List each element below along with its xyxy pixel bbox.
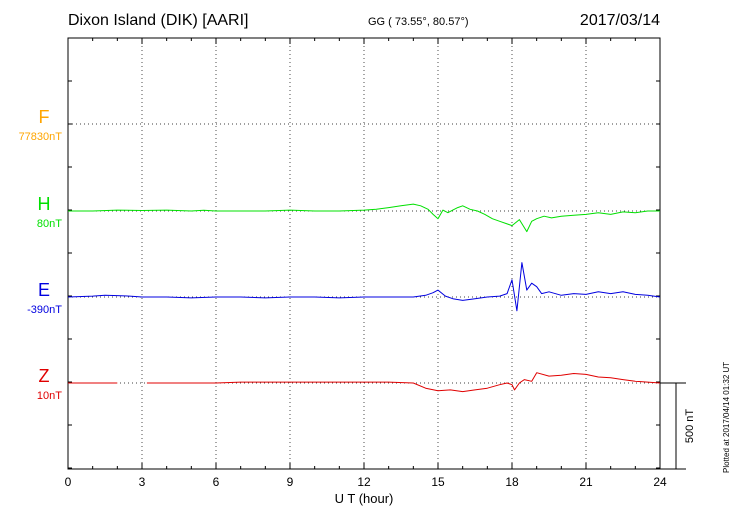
- trace-e: [67, 262, 661, 312]
- x-tick-label: 12: [357, 475, 371, 489]
- component-offset-f: 77830nT: [19, 131, 63, 143]
- trace-z: [68, 372, 661, 393]
- component-offset-z: 10nT: [37, 390, 62, 402]
- component-offset-h: 80nT: [37, 218, 62, 230]
- x-tick-label: 3: [139, 475, 146, 489]
- chart-date: 2017/03/14: [579, 12, 660, 29]
- x-tick-label: 0: [65, 475, 72, 489]
- x-tick-label: 15: [431, 475, 445, 489]
- station-title: Dixon Island (DIK) [AARI]: [68, 12, 249, 29]
- x-tick-label: 18: [505, 475, 519, 489]
- x-axis-label: U T (hour): [335, 491, 394, 506]
- x-tick-label: 9: [287, 475, 294, 489]
- component-offset-e: -390nT: [27, 304, 62, 316]
- x-tick-label: 24: [653, 475, 667, 489]
- scale-bar-label: 500 nT: [684, 409, 696, 444]
- trace-h: [68, 203, 660, 233]
- component-letter-e: E: [38, 280, 50, 300]
- x-tick-label: 21: [579, 475, 593, 489]
- plotted-timestamp: Plotted at 2017/04/14 01:32 UT: [722, 361, 730, 473]
- component-letter-f: F: [39, 107, 50, 127]
- component-letter-z: Z: [39, 366, 50, 386]
- geographic-coordinates: GG ( 73.55°, 80.57°): [368, 16, 469, 28]
- component-letter-h: H: [38, 194, 51, 214]
- x-tick-label: 6: [213, 475, 220, 489]
